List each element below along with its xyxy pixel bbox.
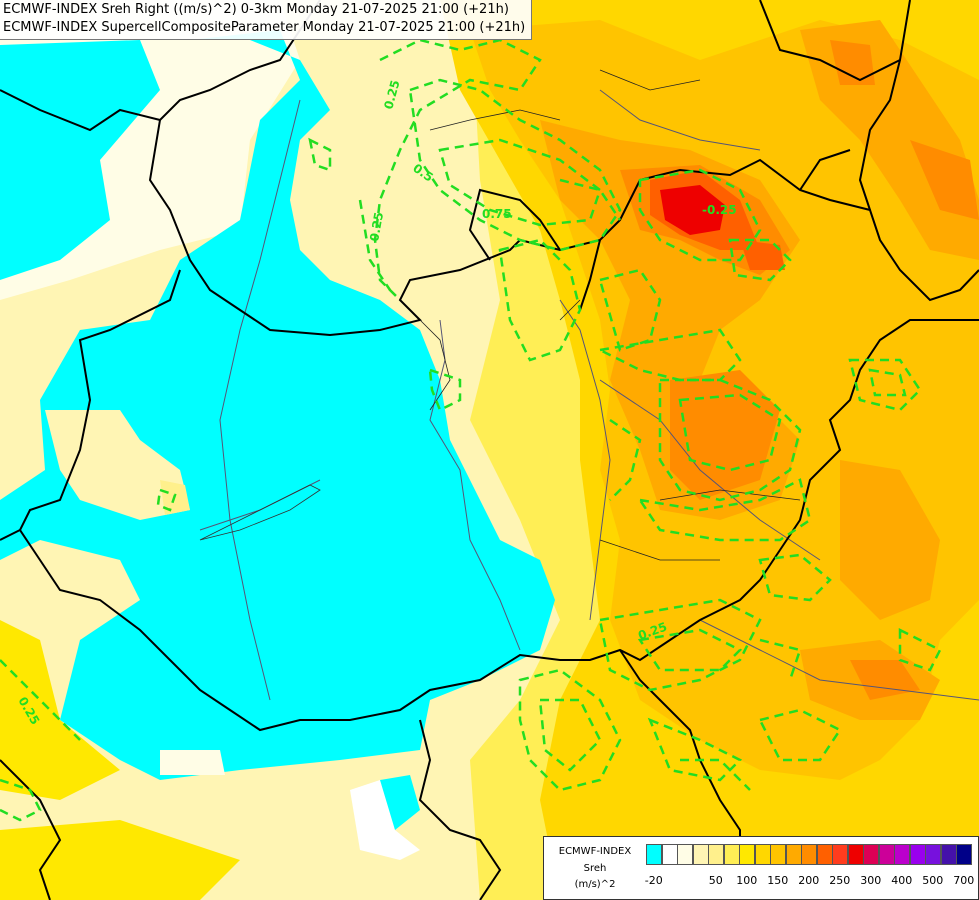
title-line-sreh: ECMWF-INDEX Sreh Right ((m/s)^2) 0-3km M… [3,2,509,17]
regional-borders [419,69,801,561]
legend-swatch [909,844,926,865]
legend-title-unit: (m/s)^2 [574,879,616,890]
lake-balaton [199,484,321,541]
legend-tick-label: 150 [767,874,789,887]
legend-swatch [894,844,910,865]
legend-swatch [723,844,740,865]
legend-tick-label: 250 [829,874,851,887]
legend-swatch [739,844,755,865]
legend-swatch [754,844,771,865]
legend-title-variable: Sreh [583,863,607,874]
legend-swatch [816,844,833,865]
field-island-1 [45,410,190,520]
legend-swatch [940,844,957,865]
legend-swatch [677,844,693,865]
legend-swatch [708,844,724,865]
legend-swatch [661,844,678,865]
legend-swatch [878,844,895,865]
scp-contours [0,38,942,822]
legend-swatch [832,844,848,865]
contour-label-4: -0.25 [702,203,737,217]
legend-tick-label: -20 [644,874,663,887]
legend-swatch [770,844,786,865]
color-legend: ECMWF-INDEX Sreh (m/s)^2 -20 50 100 150 200 2… [543,836,979,900]
contour-label-2: 0.75 [482,207,512,221]
legend-tick-label: 200 [798,874,820,887]
field-deep-red [660,185,725,235]
legend-swatch [785,844,802,865]
legend-swatch [925,844,941,865]
legend-tick-label: 50 [708,874,723,887]
field-yellow-sw [0,620,240,900]
title-line-scp: ECMWF-INDEX SupercellCompositeParameter … [3,20,526,35]
map-title: ECMWF-INDEX Sreh Right ((m/s)^2) 0-3km M… [0,0,533,40]
legend-tick-label: 300 [860,874,882,887]
legend-tick-label: 500 [922,874,944,887]
legend-tick-label: 100 [736,874,758,887]
legend-swatch [692,844,709,865]
legend-tick-label: 700 [953,874,975,887]
legend-swatch [646,844,662,865]
legend-swatch [956,844,972,865]
field-island-3 [160,750,225,775]
field-white-south [350,780,420,860]
legend-title-model: ECMWF-INDEX [558,846,632,857]
legend-swatch [863,844,879,865]
legend-swatch [847,844,864,865]
legend-tick-label: 400 [891,874,913,887]
contour-label-3: 0.25 [367,211,386,243]
legend-swatch [801,844,817,865]
